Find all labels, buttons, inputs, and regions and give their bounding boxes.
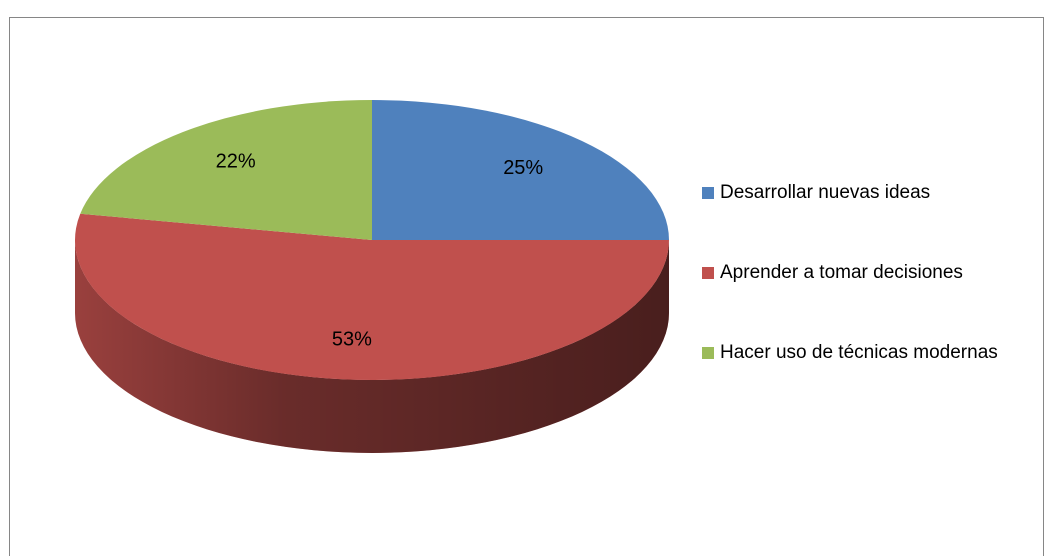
legend-item: Hacer uso de técnicas modernas <box>702 340 1000 366</box>
pie-side-shade <box>75 240 669 453</box>
chart-border <box>9 17 1044 556</box>
data-label: 25% <box>503 157 543 179</box>
legend-swatch <box>702 267 714 279</box>
legend-item: Desarrollar nuevas ideas <box>702 180 1000 206</box>
legend-label: Hacer uso de técnicas modernas <box>720 342 998 363</box>
legend-swatch <box>702 347 714 359</box>
pie-slice <box>74 213 670 381</box>
data-label: 53% <box>332 329 372 351</box>
legend-label: Desarrollar nuevas ideas <box>720 182 931 203</box>
data-label: 22% <box>216 151 256 173</box>
pie-slice <box>372 100 669 240</box>
legend-swatch <box>702 187 714 199</box>
pie-slice <box>80 100 373 240</box>
legend-label: Aprender a tomar decisiones <box>720 262 963 283</box>
legend-item: Aprender a tomar decisiones <box>702 260 1000 286</box>
